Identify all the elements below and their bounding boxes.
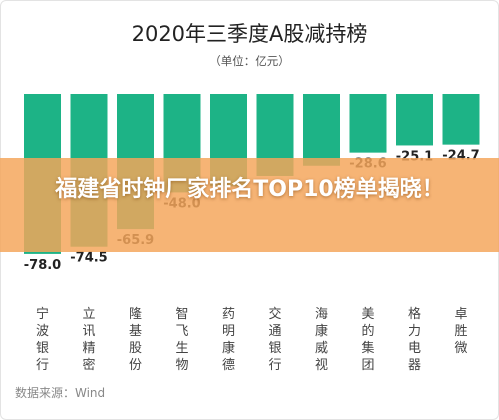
category-label-char: 康	[315, 323, 328, 339]
category-label-char: 基	[129, 324, 142, 339]
category-label-char: 飞	[175, 324, 188, 339]
category-label-char: 精	[82, 341, 95, 356]
category-label-char: 胜	[454, 324, 467, 339]
headline-banner-text: 福建省时钟厂家排名TOP10榜单揭晓！	[55, 177, 444, 202]
category-label-char: 团	[361, 358, 374, 373]
category-label-char: 物	[175, 358, 188, 373]
category-label-char: 银	[268, 341, 281, 356]
category-label-char: 力	[408, 324, 421, 339]
category-label-char: 行	[268, 358, 281, 373]
category-label-char: 明	[222, 324, 235, 339]
category-label-char: 微	[454, 341, 467, 356]
category-label-char: 药	[222, 307, 235, 322]
category-label-char: 视	[315, 358, 328, 373]
category-label-char: 生	[175, 341, 188, 356]
chart-unit-note: （单位：亿元）	[209, 54, 290, 68]
category-label-char: 通	[268, 324, 281, 339]
category-label-char: 格	[408, 306, 421, 322]
category-label-char: 行	[36, 358, 49, 373]
category-label-char: 威	[315, 341, 328, 356]
category-label-char: 银	[36, 341, 49, 356]
category-label-char: 德	[222, 358, 235, 373]
bar	[442, 94, 480, 145]
category-label-char: 智	[175, 307, 188, 322]
category-label-char: 器	[408, 358, 421, 373]
category-label-char: 卓	[454, 307, 467, 322]
category-label-char: 交	[268, 306, 281, 322]
headline-banner	[0, 158, 499, 252]
category-label-char: 隆	[129, 307, 142, 322]
category-label-char: 宁	[36, 306, 49, 322]
category-label-char: 海	[315, 307, 328, 322]
category-label-char: 密	[82, 357, 95, 373]
category-label-char: 份	[129, 358, 142, 373]
category-label-char: 集	[361, 340, 374, 356]
data-source: 数据来源：Wind	[15, 386, 106, 400]
category-label-char: 波	[36, 324, 49, 339]
bar	[349, 94, 387, 153]
category-label-char: 美	[361, 307, 374, 322]
bar-value-label: -74.5	[70, 251, 107, 266]
category-label-char: 股	[129, 341, 142, 356]
category-label-char: 康	[222, 340, 235, 356]
category-label-char: 电	[408, 341, 421, 356]
category-label-char: 的	[361, 323, 374, 339]
bar-value-label: -78.0	[24, 258, 61, 273]
bar	[303, 94, 340, 166]
category-label-char: 立	[82, 307, 95, 322]
category-label-char: 讯	[82, 324, 95, 339]
bar	[396, 94, 433, 146]
chart-title: 2020年三季度A股减持榜	[131, 22, 368, 46]
